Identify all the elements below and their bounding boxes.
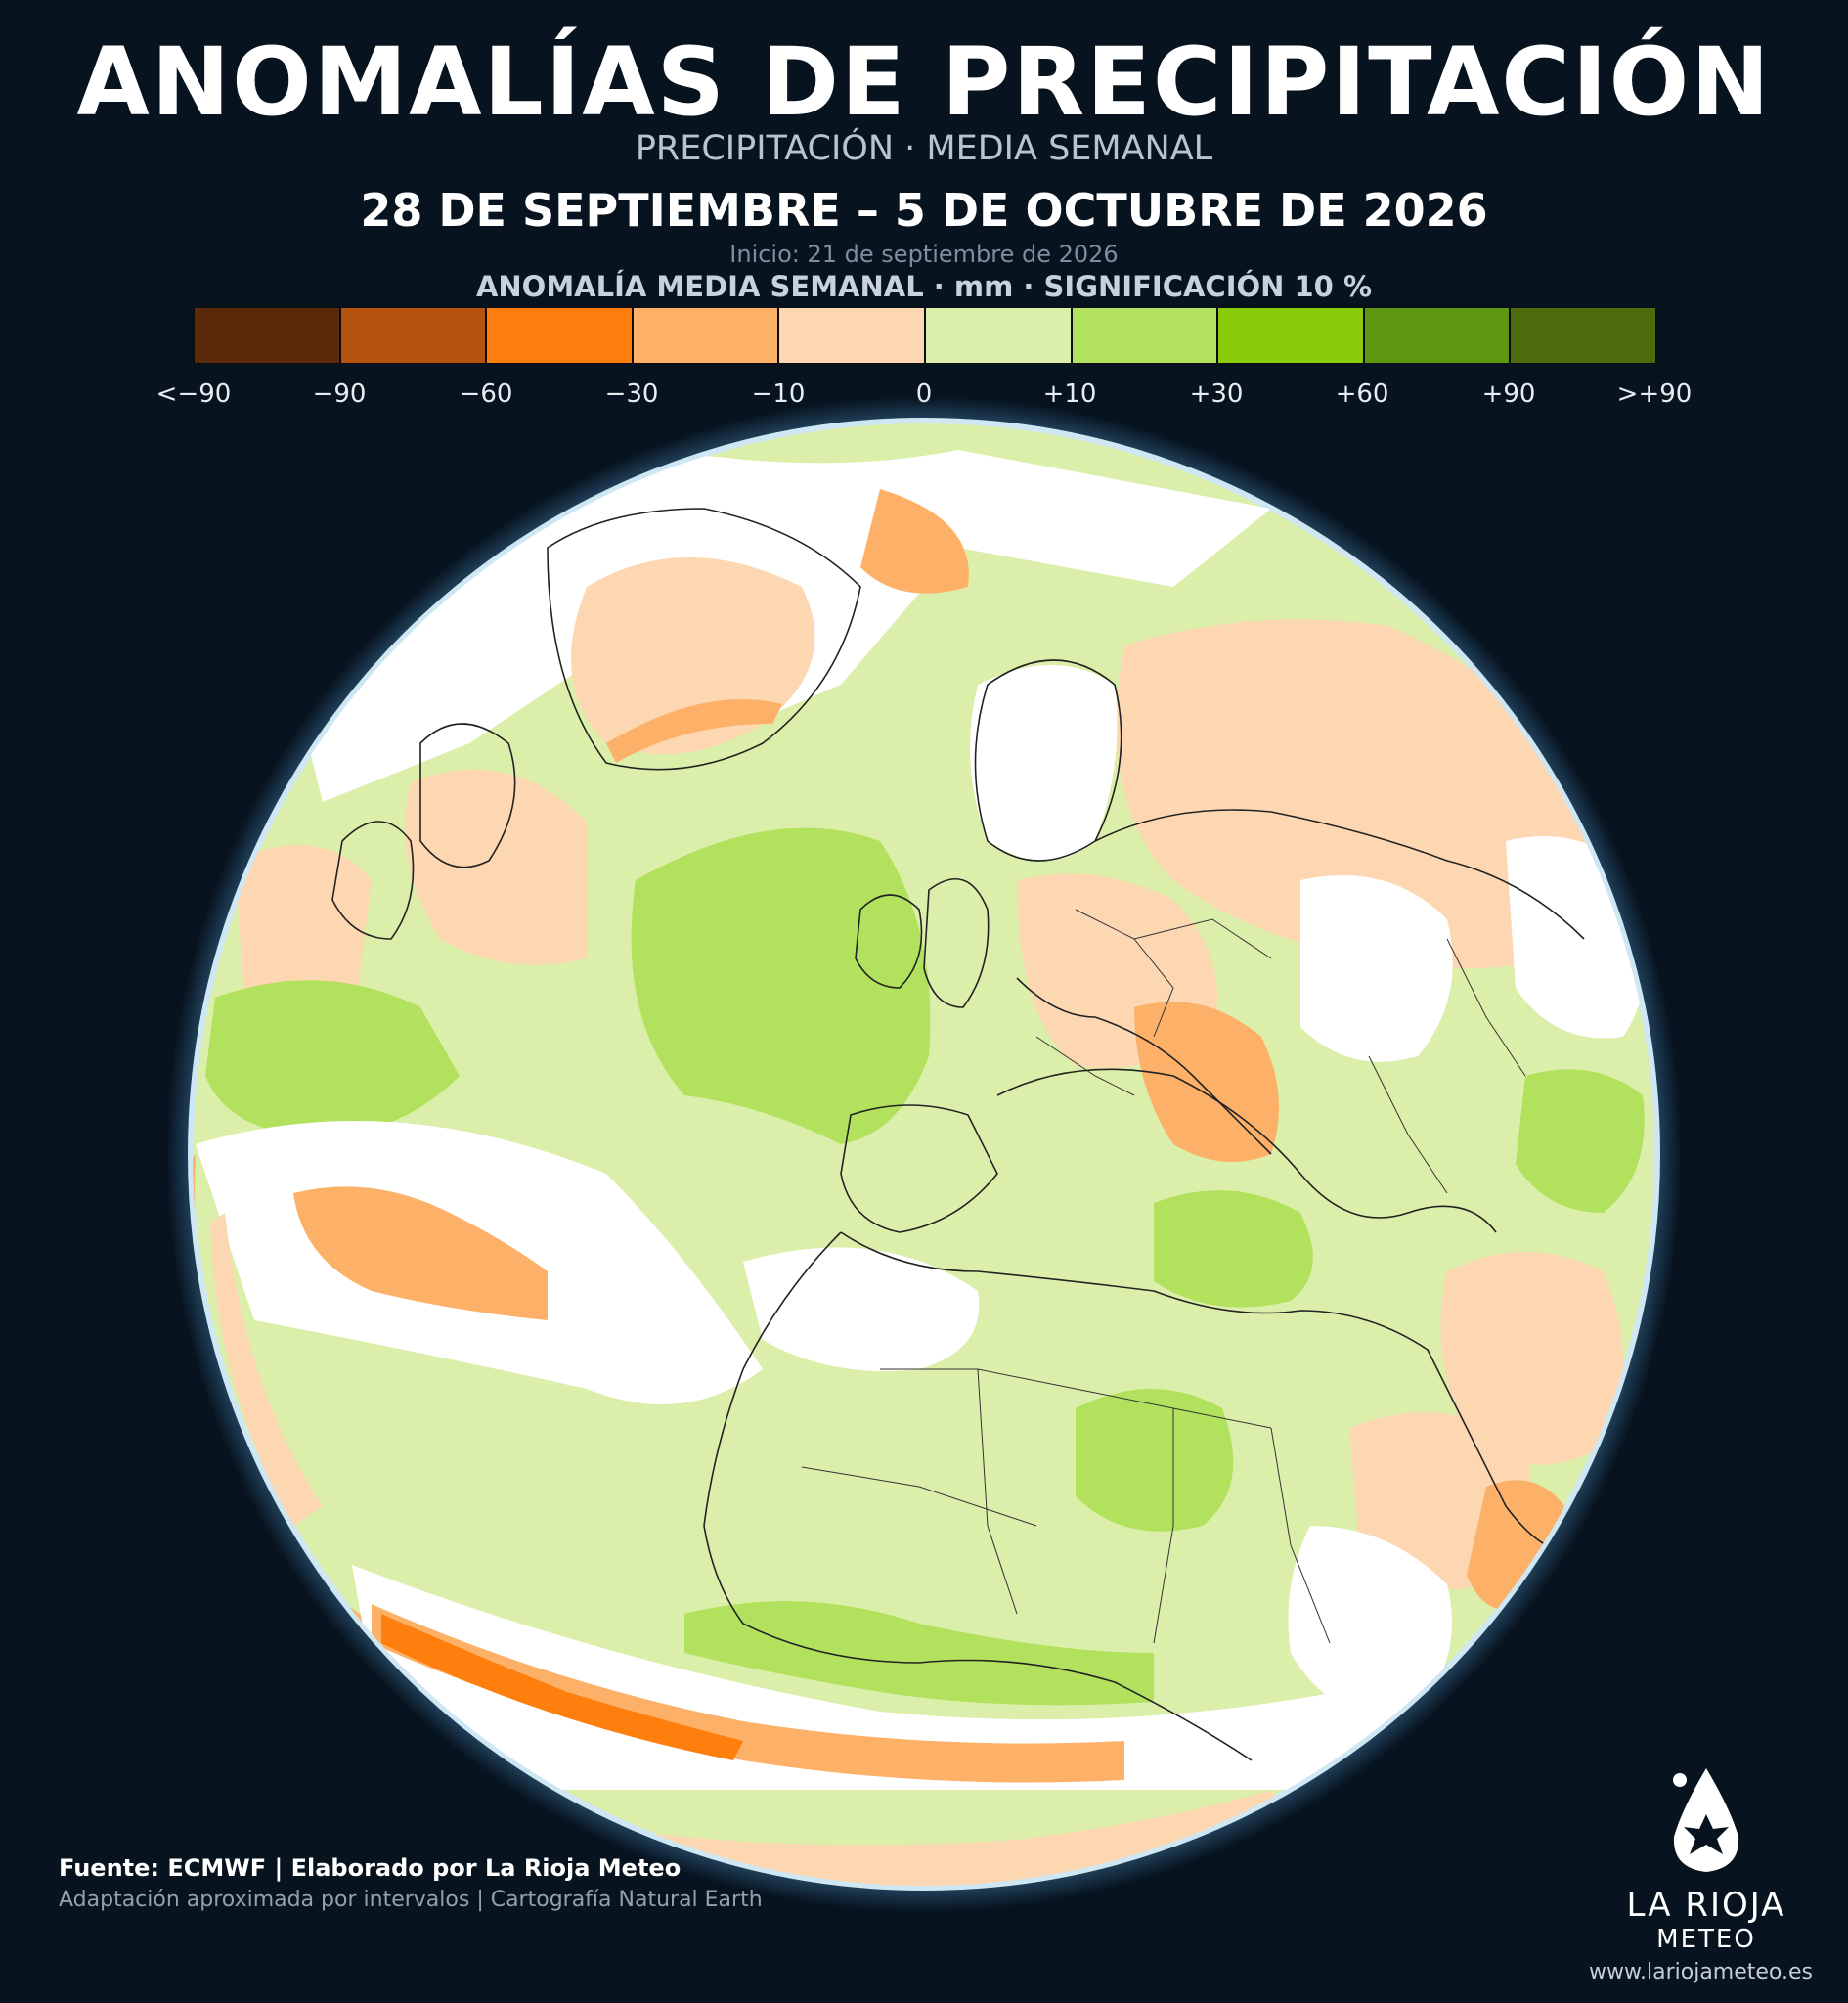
anomaly-fields — [193, 450, 1650, 1886]
dry-area-balkans — [1134, 1002, 1279, 1162]
legend-swatch-6 — [1072, 308, 1219, 363]
dry-area-europe-north — [1116, 619, 1591, 968]
dry-area-subtropical — [293, 1186, 548, 1320]
wet-area-mediterranean — [1154, 1190, 1313, 1308]
dry-band-equatorial-strong — [381, 1614, 743, 1760]
init-date: Inicio: 21 de septiembre de 2026 — [729, 241, 1119, 268]
legend-tick-7: +30 — [1189, 379, 1244, 409]
legend-tick-9: +90 — [1481, 379, 1536, 409]
legend-swatch-2 — [487, 308, 634, 363]
logo-name: LA RIOJA — [1626, 1886, 1786, 1925]
coastlines — [331, 508, 1605, 1761]
country-borders — [801, 909, 1526, 1644]
no-signal-scandinavia — [970, 665, 1118, 861]
legend-colorbar — [194, 307, 1656, 364]
brand-logo: LA RIOJA METEO — [1604, 1760, 1809, 1954]
drop-logo-icon — [1673, 1768, 1739, 1872]
legend-swatch-7 — [1218, 308, 1365, 363]
page-title: ANOMALÍAS DE PRECIPITACIÓN — [76, 27, 1772, 137]
source-credit: Fuente: ECMWF | Elaborado por La Rioja M… — [59, 1854, 682, 1882]
legend-tick-0: <−90 — [155, 379, 232, 409]
cartography-note: Adaptación aproximada por intervalos | C… — [59, 1888, 763, 1912]
wet-area-sahel — [684, 1601, 1154, 1706]
no-signal-north-africa — [743, 1247, 980, 1371]
legend-tick-6: +10 — [1042, 379, 1097, 409]
legend-tick-10: >+90 — [1616, 379, 1693, 409]
legend-swatch-3 — [633, 308, 780, 363]
logo-sub: METEO — [1656, 1925, 1756, 1954]
legend-swatch-0 — [195, 308, 341, 363]
dry-area-middle-east — [1440, 1252, 1623, 1465]
wet-area-atlantic — [631, 827, 931, 1144]
legend-swatch-9 — [1511, 308, 1655, 363]
legend-swatch-1 — [340, 308, 488, 363]
legend-tick-8: +60 — [1335, 379, 1389, 409]
no-signal-east-europe — [1300, 875, 1453, 1062]
wet-area-sahara — [1076, 1389, 1234, 1532]
website-link[interactable]: www.lariojameteo.es — [1589, 1960, 1813, 1984]
legend-tick-2: −60 — [459, 379, 513, 409]
dry-area-arctic — [860, 489, 969, 594]
legend-title: ANOMALÍA MEDIA SEMANAL · mm · SIGNIFICAC… — [475, 270, 1373, 303]
dry-area-greenland-strip — [606, 699, 782, 763]
legend-tick-3: −30 — [604, 379, 659, 409]
date-range: 28 DE SEPTIEMBRE – 5 DE OCTUBRE DE 2026 — [360, 184, 1488, 237]
legend-swatch-4 — [779, 308, 926, 363]
no-signal-east-africa — [1288, 1526, 1452, 1721]
wet-area-westatlantic — [205, 980, 460, 1136]
legend-tick-4: −10 — [751, 379, 806, 409]
legend-swatch-5 — [925, 308, 1073, 363]
dry-area-canada-east — [405, 769, 587, 965]
page-subtitle: PRECIPITACIÓN · MEDIA SEMANAL — [635, 129, 1213, 168]
dry-area-horn — [1467, 1480, 1564, 1610]
dry-area-west-arc-inner — [210, 1213, 323, 1526]
legend-swatch-8 — [1364, 308, 1512, 363]
wet-area-asia — [1516, 1069, 1645, 1213]
legend-tick-1: −90 — [312, 379, 367, 409]
